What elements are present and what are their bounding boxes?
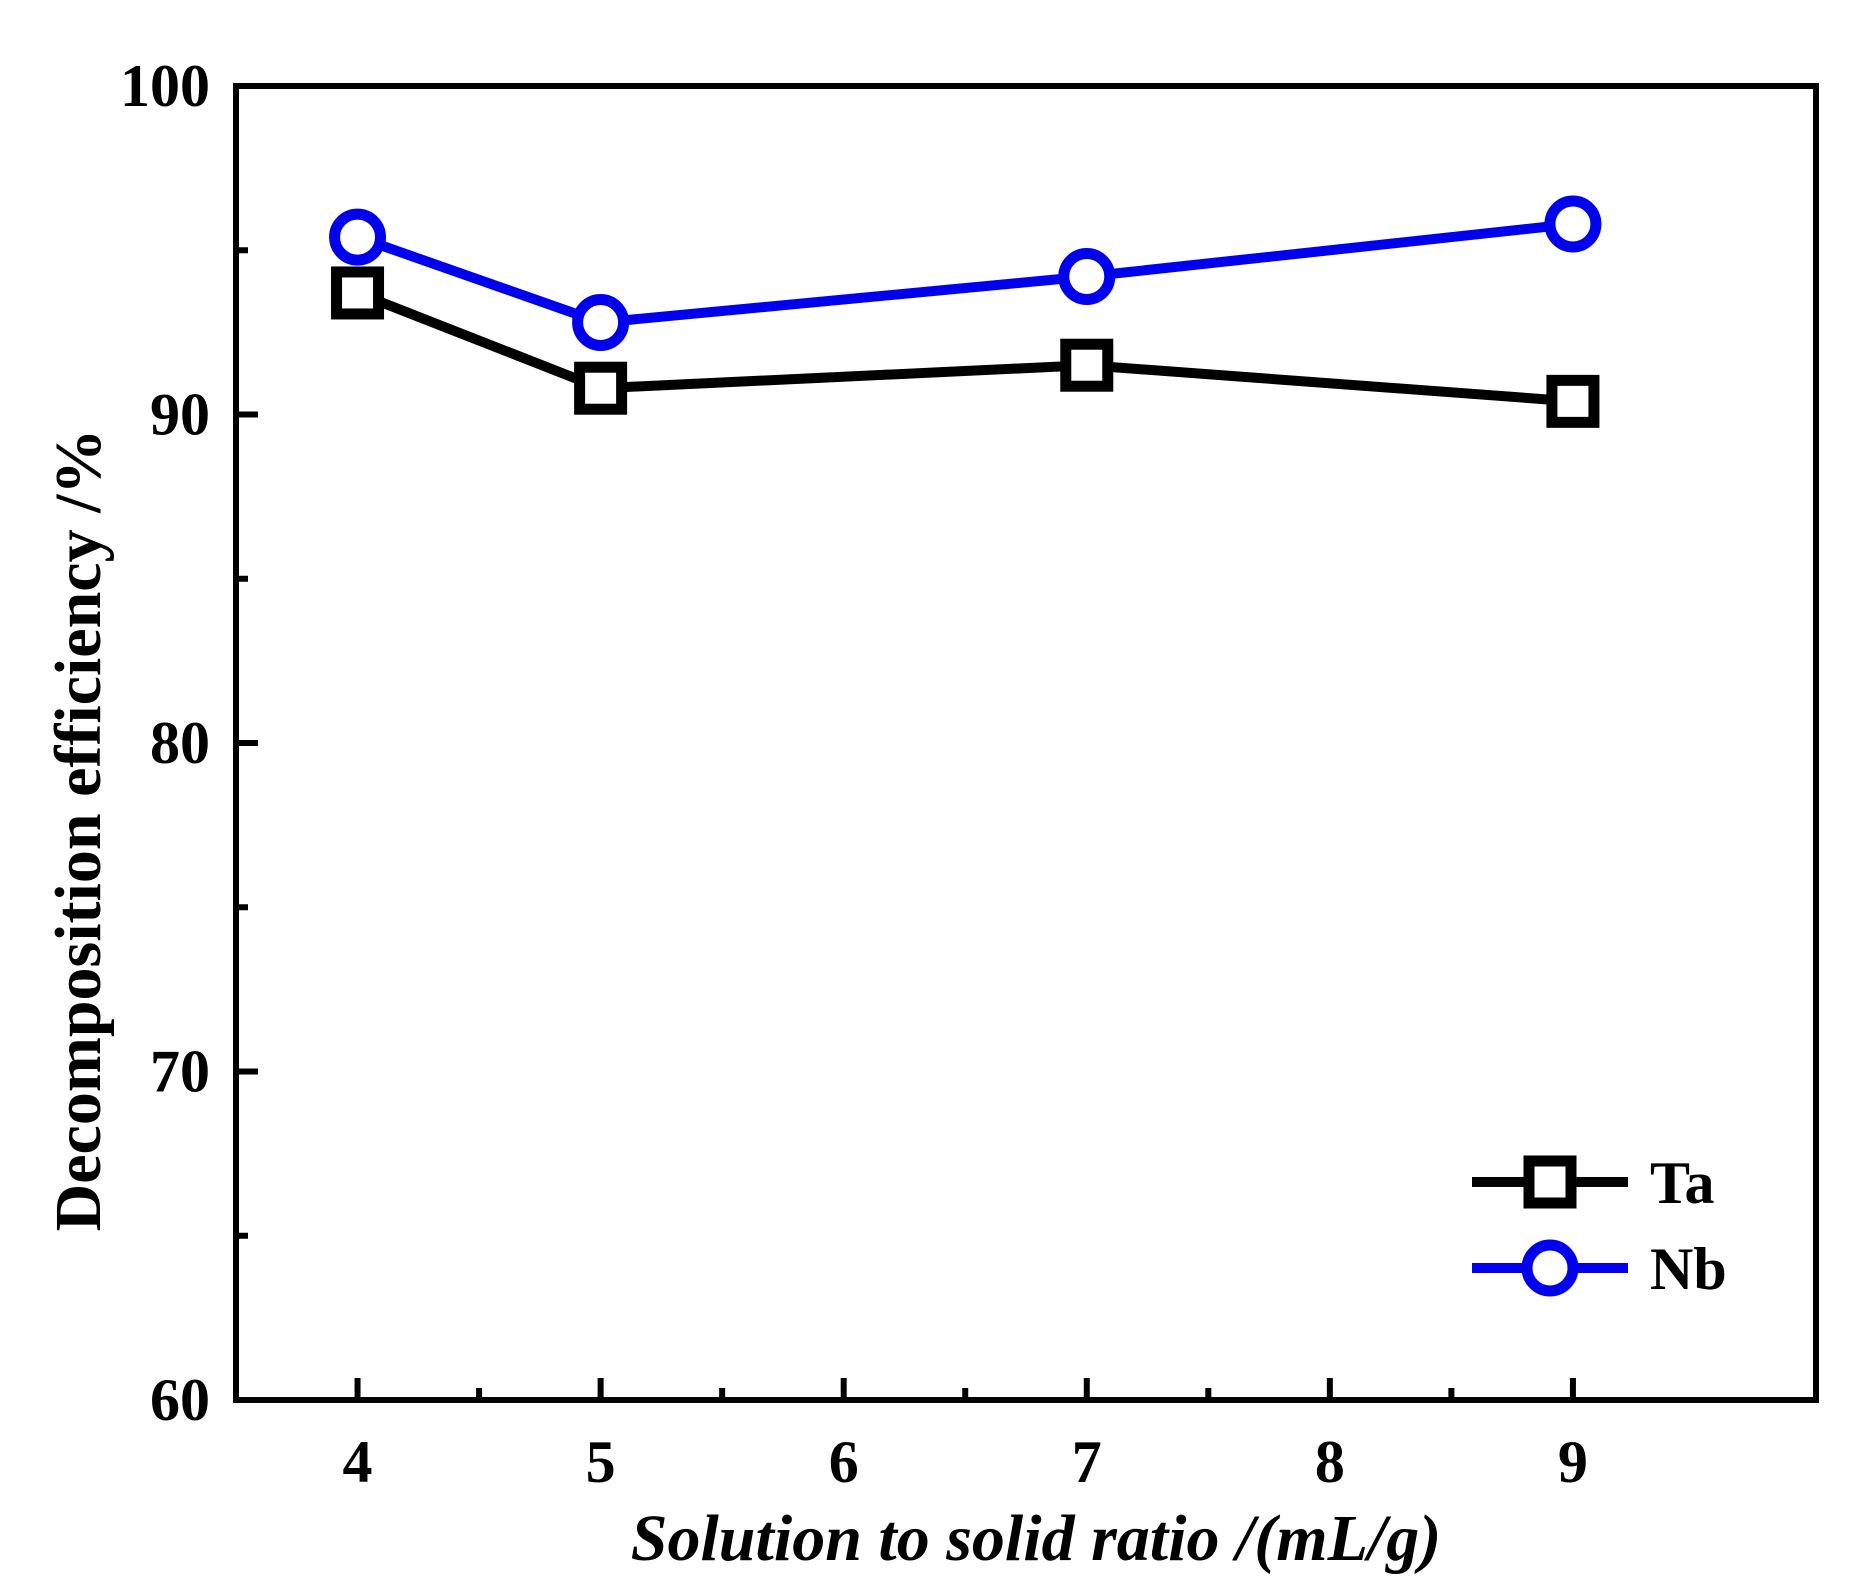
data-point-ta (1546, 374, 1600, 428)
x-tick-label: 9 (1558, 1429, 1588, 1495)
y-tick-label: 100 (120, 53, 210, 119)
data-point-ta (331, 266, 385, 320)
x-tick-label: 4 (343, 1429, 373, 1495)
legend-marker-nb (1521, 1239, 1579, 1297)
x-tick-label: 6 (829, 1429, 859, 1495)
axis-ticks (236, 83, 1576, 1403)
x-axis-title: Solution to solid ratio /(mL/g) (631, 1502, 1441, 1575)
legend-marker-ta (1523, 1155, 1577, 1209)
series-line-ta (355, 288, 1574, 407)
series-markers (329, 195, 1602, 428)
data-point-nb (1544, 195, 1602, 253)
series-lines (355, 218, 1574, 407)
data-point-ta (574, 361, 628, 415)
y-tick-labels: 60 70 80 90 100 (120, 53, 210, 1433)
y-tick-label: 70 (150, 1039, 210, 1105)
legend-label-nb: Nb (1650, 1236, 1727, 1302)
legend: Ta Nb (1472, 1150, 1727, 1302)
x-tick-label: 5 (586, 1429, 616, 1495)
y-tick-label: 80 (150, 710, 210, 776)
x-tick-labels: 4 5 6 7 8 9 (343, 1429, 1588, 1495)
data-point-ta (1060, 338, 1114, 392)
data-point-nb (572, 294, 630, 352)
x-tick-label: 7 (1072, 1429, 1102, 1495)
legend-label-ta: Ta (1650, 1150, 1715, 1216)
data-point-nb (1058, 248, 1116, 306)
x-tick-label: 8 (1315, 1429, 1345, 1495)
y-tick-label: 60 (150, 1367, 210, 1433)
y-tick-label: 90 (150, 382, 210, 448)
data-point-nb (329, 208, 387, 266)
series-line-nb (355, 218, 1574, 328)
y-axis-title: Decomposition efficiency /% (42, 429, 115, 1232)
